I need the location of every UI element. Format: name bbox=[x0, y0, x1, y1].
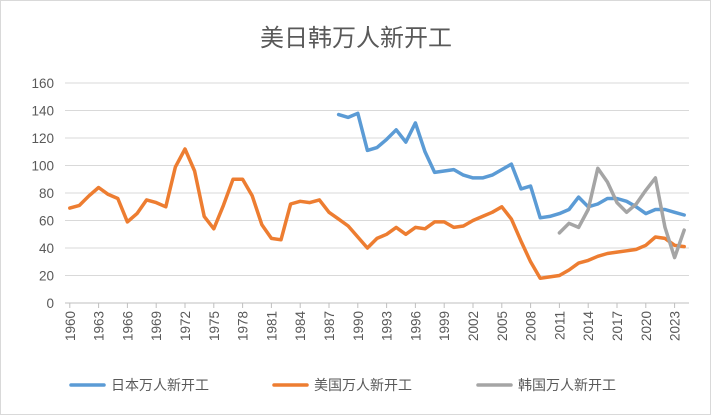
x-tick-label: 1969 bbox=[149, 311, 164, 341]
x-tick-label: 1987 bbox=[322, 311, 337, 341]
x-tick-label: 1984 bbox=[293, 311, 308, 342]
x-tick-label: 1990 bbox=[351, 311, 366, 341]
x-tick-label: 2011 bbox=[552, 311, 567, 340]
y-tick-label: 160 bbox=[31, 76, 54, 91]
y-tick-label: 120 bbox=[31, 131, 54, 146]
y-tick-label: 60 bbox=[39, 214, 54, 229]
x-axis bbox=[65, 302, 689, 308]
x-tick-label: 1981 bbox=[264, 311, 279, 341]
x-tick-label: 1960 bbox=[63, 311, 78, 341]
x-tick-label: 1963 bbox=[92, 311, 107, 341]
x-tick-label: 2020 bbox=[639, 311, 654, 341]
data-series bbox=[68, 111, 686, 281]
y-tick-label: 100 bbox=[31, 159, 54, 174]
chart-title: 美日韩万人新开工 bbox=[260, 24, 452, 52]
x-tick-label: 1978 bbox=[236, 311, 251, 341]
y-tick-label: 0 bbox=[46, 296, 54, 311]
x-tick-label: 2008 bbox=[524, 311, 539, 341]
x-tick-label: 2005 bbox=[495, 311, 510, 341]
x-tick-label: 1972 bbox=[178, 311, 193, 341]
y-axis-tick-labels: 0 20 40 60 80 100 120 140 160 bbox=[31, 76, 54, 311]
legend-label-1: 美国万人新开工 bbox=[314, 378, 412, 394]
y-tick-label: 40 bbox=[39, 241, 54, 256]
x-tick-label: 1996 bbox=[408, 311, 423, 341]
x-axis-tick-labels: 1960 1963 1966 1969 1972 1975 1978 1981 1984 1987… bbox=[63, 311, 683, 342]
x-tick-label: 2014 bbox=[581, 311, 596, 342]
series-line-0 bbox=[336, 111, 686, 220]
y-tick-label: 140 bbox=[31, 104, 54, 119]
x-tick-label: 1993 bbox=[380, 311, 395, 341]
series-line-1 bbox=[68, 147, 686, 281]
legend-label-0: 日本万人新开工 bbox=[111, 378, 209, 394]
y-tick-label: 80 bbox=[39, 186, 54, 201]
x-tick-label: 1975 bbox=[207, 311, 222, 341]
series-line-2 bbox=[557, 166, 686, 260]
x-tick-label: 2002 bbox=[466, 311, 481, 341]
x-tick-label: 1999 bbox=[437, 311, 452, 341]
x-tick-label: 1966 bbox=[120, 311, 135, 341]
legend: 日本万人新开工 美国万人新开工 韩国万人新开工 bbox=[69, 378, 616, 394]
x-tick-label: 2017 bbox=[610, 311, 625, 341]
legend-label-2: 韩国万人新开工 bbox=[518, 378, 616, 394]
x-tick-label: 2023 bbox=[668, 311, 683, 341]
y-tick-label: 20 bbox=[39, 269, 54, 284]
